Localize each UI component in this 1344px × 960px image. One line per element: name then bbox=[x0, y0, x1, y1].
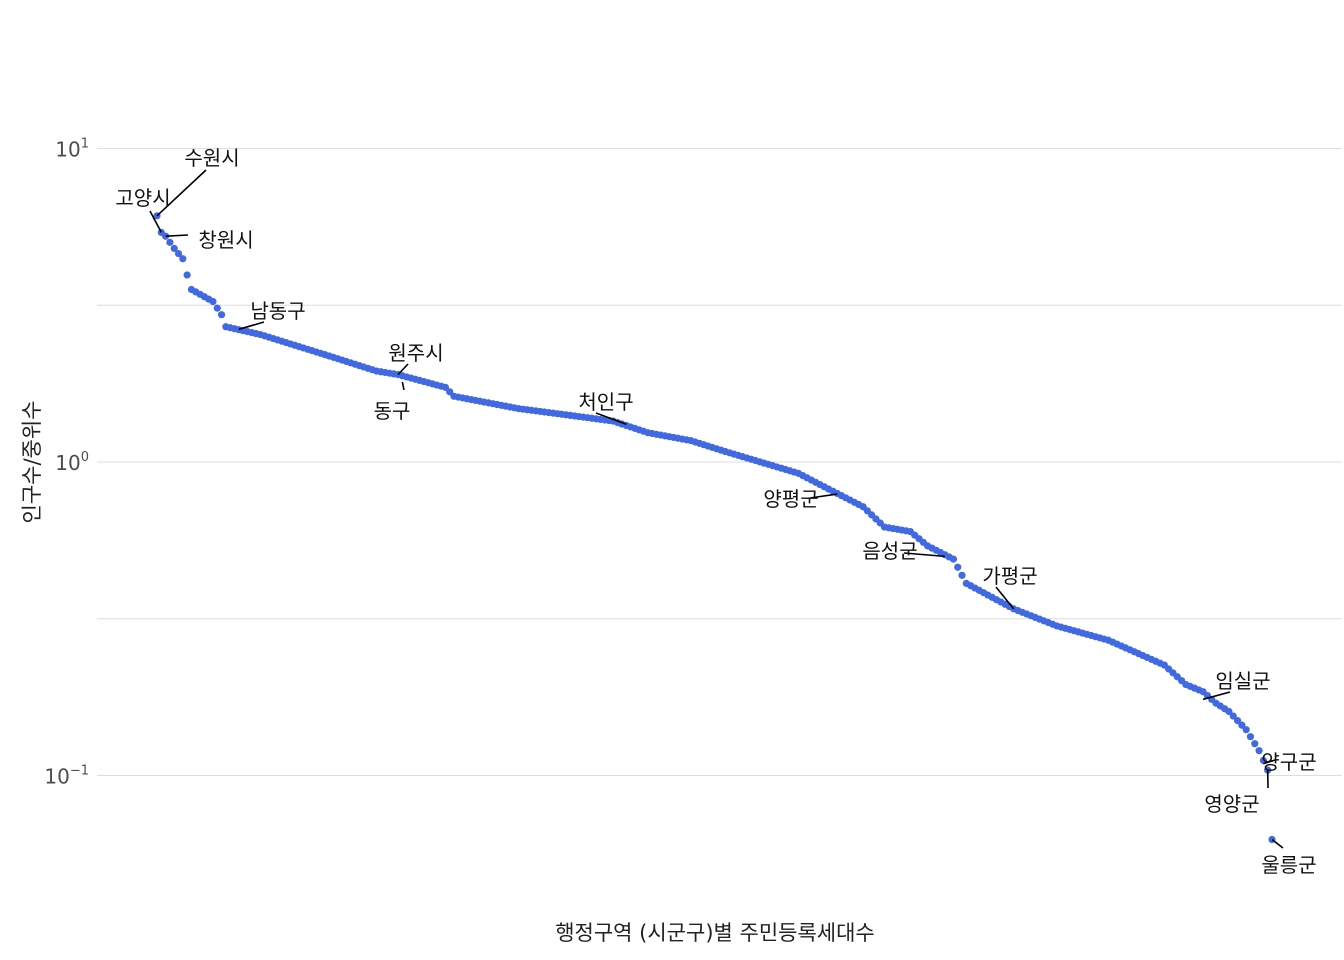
annotation-label: 원주시 bbox=[388, 341, 443, 365]
annotation-label: 영양군 bbox=[1204, 792, 1259, 816]
data-point bbox=[213, 304, 221, 312]
annotation-label: 창원시 bbox=[198, 228, 253, 252]
annotation-leader-line bbox=[1263, 759, 1276, 765]
annotation-leader-line bbox=[903, 552, 945, 558]
data-point bbox=[1251, 740, 1259, 748]
annotation-leader-line bbox=[995, 586, 1015, 610]
x-axis-title: 행정구역 (시군구)별 주민등록세대수 bbox=[555, 921, 875, 945]
data-point bbox=[209, 297, 217, 306]
data-point bbox=[949, 555, 958, 563]
annotation-leader-line bbox=[809, 493, 838, 499]
annotation-leader-line bbox=[149, 210, 163, 233]
data-point bbox=[1233, 716, 1242, 725]
annotation-leader-line bbox=[238, 321, 265, 331]
annotation-leader-line bbox=[595, 412, 627, 425]
annotation-leader-line bbox=[401, 381, 405, 391]
annotation-label: 양평군 bbox=[763, 487, 818, 511]
y-tick-labels: 10−1 100 101 bbox=[44, 137, 89, 789]
data-point bbox=[179, 255, 187, 263]
data-point bbox=[1242, 726, 1250, 734]
annotation-leader-line bbox=[165, 234, 189, 238]
annotation-leader-line bbox=[397, 363, 409, 376]
data-point bbox=[1259, 756, 1267, 765]
data-point bbox=[1238, 721, 1246, 729]
annotation-label: 울릉군 bbox=[1261, 853, 1316, 877]
annotation-label: 처인구 bbox=[578, 390, 633, 414]
data-point bbox=[174, 249, 183, 258]
annotation-leader-line bbox=[1202, 691, 1231, 701]
data-point bbox=[446, 388, 454, 396]
annotation-label: 양구군 bbox=[1261, 750, 1316, 774]
data-point bbox=[954, 563, 962, 571]
annotation-label: 임실군 bbox=[1215, 669, 1270, 693]
data-point bbox=[1225, 707, 1233, 716]
data-point bbox=[166, 238, 174, 246]
annotation-label: 동구 bbox=[374, 399, 411, 423]
data-point bbox=[217, 311, 226, 319]
annotation-leader-line bbox=[1271, 838, 1284, 849]
annotation-label: 고양시 bbox=[115, 186, 170, 210]
annotation-label: 수원시 bbox=[184, 146, 239, 170]
y-tick-label: 10−1 bbox=[44, 764, 89, 789]
annotation-label: 음성군 bbox=[862, 539, 917, 563]
y-tick-label: 101 bbox=[55, 137, 89, 162]
annotation-label: 남동구 bbox=[250, 299, 305, 323]
data-point bbox=[958, 571, 966, 579]
y-tick-label: 100 bbox=[55, 450, 89, 475]
data-point bbox=[183, 271, 191, 279]
data-point bbox=[1255, 747, 1263, 755]
data-point bbox=[170, 244, 178, 253]
data-point bbox=[441, 383, 450, 391]
annotation-leader-line bbox=[156, 169, 207, 217]
data-points bbox=[153, 212, 1276, 844]
grid-lines bbox=[97, 148, 1342, 776]
data-point bbox=[1246, 733, 1255, 741]
data-point bbox=[1229, 712, 1237, 720]
y-axis-title: 인구수/중위수 bbox=[20, 401, 44, 524]
annotation-label: 가평군 bbox=[982, 564, 1037, 588]
data-point bbox=[162, 232, 170, 240]
